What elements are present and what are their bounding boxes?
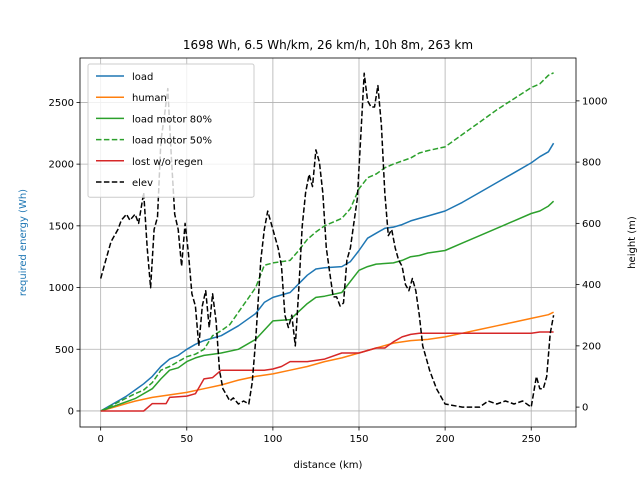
x-tick-label: 200 [436, 434, 455, 445]
left-y-tick-label: 2000 [49, 160, 74, 171]
right-y-axis-label: height (m) [627, 216, 638, 269]
x-axis-label: distance (km) [294, 460, 363, 471]
x-tick-label: 0 [97, 434, 103, 445]
legend-label: load motor 80% [132, 114, 212, 125]
legend: load human load motor 80% load motor 50% los… [87, 63, 255, 198]
plot-frame [79, 57, 577, 428]
legend-label: elev [132, 178, 153, 189]
series-line-load [100, 142, 555, 412]
series-line-lost-w-o-regen [100, 331, 554, 412]
series-line-load-motor-80- [100, 200, 555, 412]
right-y-tick-label: 200 [582, 341, 601, 352]
left-y-tick-label: 1500 [49, 221, 74, 232]
left-y-axis-ticks: 0 500 1000 1500 2000 2500 [49, 98, 80, 417]
left-y-axis-label: required energy (Wh) [18, 189, 29, 296]
right-y-axis-ticks: 0 200 400 600 800 1000 [576, 96, 607, 414]
legend-label: load motor 50% [132, 136, 212, 147]
x-tick-label: 150 [349, 434, 368, 445]
left-y-tick-label: 0 [68, 406, 74, 417]
right-y-tick-label: 800 [582, 158, 601, 169]
right-y-tick-label: 400 [582, 280, 601, 291]
chart-title: 1698 Wh, 6.5 Wh/km, 26 km/h, 10h 8m, 263… [183, 38, 473, 52]
x-tick-label: 250 [522, 434, 541, 445]
left-y-tick-label: 500 [55, 345, 74, 356]
series-line-load-motor-50- [100, 72, 554, 412]
right-y-tick-label: 1000 [582, 96, 607, 107]
right-y-tick-label: 600 [582, 219, 601, 230]
left-y-tick-label: 2500 [49, 98, 74, 109]
legend-label: lost w/o regen [132, 157, 203, 168]
right-y-tick-label: 0 [582, 403, 588, 414]
left-y-tick-label: 1000 [49, 283, 74, 294]
x-tick-label: 50 [180, 434, 193, 445]
x-tick-label: 100 [263, 434, 282, 445]
legend-box [87, 63, 255, 198]
legend-label: load [132, 72, 153, 83]
series-lines [99, 72, 555, 412]
series-line-elev [99, 72, 555, 408]
x-axis-ticks: 0 50 100 150 200 250 [97, 427, 541, 445]
legend-label: human [132, 93, 167, 104]
series-line-human [100, 311, 554, 412]
